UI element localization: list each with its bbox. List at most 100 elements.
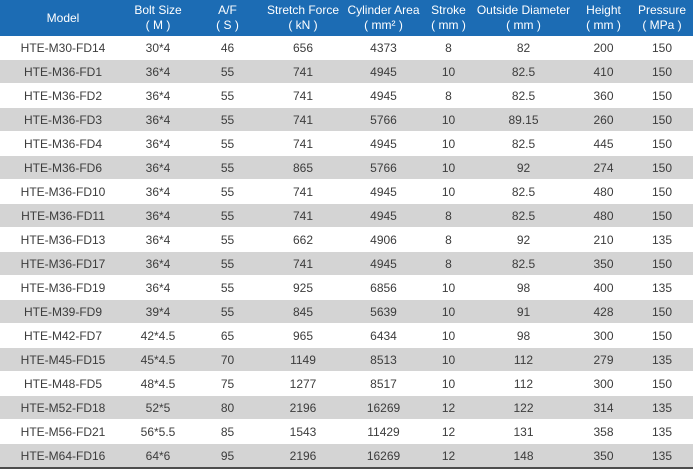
cell-af: 55 — [190, 83, 265, 108]
column-unit: ( MPa ) — [642, 18, 682, 32]
cell-pressure: 135 — [631, 419, 693, 444]
cell-cylinder_area: 4945 — [341, 179, 426, 204]
cell-bolt_size: 36*4 — [126, 131, 190, 156]
cell-bolt_size: 56*5.5 — [126, 419, 190, 444]
cell-pressure: 150 — [631, 203, 693, 228]
cell-model: HTE-M36-FD4 — [0, 131, 126, 156]
cell-outside_diameter: 91 — [471, 299, 576, 324]
cell-stretch_force: 1543 — [265, 419, 341, 444]
cell-cylinder_area: 8513 — [341, 347, 426, 372]
column-label: Cylinder Area — [347, 3, 420, 17]
cell-af: 55 — [190, 59, 265, 84]
cell-af: 55 — [190, 107, 265, 132]
cell-af: 55 — [190, 131, 265, 156]
cell-stretch_force: 741 — [265, 251, 341, 276]
table-row: HTE-M36-FD2 36*4 55 741 4945 8 82.5 360 150 — [0, 83, 693, 108]
cell-bolt_size: 36*4 — [126, 203, 190, 228]
column-header-pressure: Pressure( MPa ) — [631, 0, 693, 36]
cell-bolt_size: 42*4.5 — [126, 323, 190, 348]
cell-outside_diameter: 112 — [471, 371, 576, 396]
cell-stroke: 10 — [426, 59, 471, 84]
cell-pressure: 150 — [631, 179, 693, 204]
cell-height: 210 — [576, 227, 631, 252]
cell-pressure: 135 — [631, 227, 693, 252]
cell-stroke: 8 — [426, 36, 471, 60]
table-row: HTE-M36-FD13 36*4 55 662 4906 8 92 210 135 — [0, 227, 693, 252]
cell-outside_diameter: 131 — [471, 419, 576, 444]
cell-pressure: 150 — [631, 36, 693, 60]
cell-stretch_force: 1277 — [265, 371, 341, 396]
cell-bolt_size: 36*4 — [126, 59, 190, 84]
cell-cylinder_area: 5639 — [341, 299, 426, 324]
cell-cylinder_area: 16269 — [341, 395, 426, 420]
cell-bolt_size: 45*4.5 — [126, 347, 190, 372]
cell-height: 279 — [576, 347, 631, 372]
cell-model: HTE-M48-FD5 — [0, 371, 126, 396]
cell-stroke: 10 — [426, 299, 471, 324]
table-row: HTE-M56-FD21 56*5.5 85 1543 11429 12 131 358 135 — [0, 419, 693, 444]
cell-cylinder_area: 4373 — [341, 36, 426, 60]
cell-bolt_size: 36*4 — [126, 275, 190, 300]
cell-model: HTE-M36-FD2 — [0, 83, 126, 108]
table-row: HTE-M36-FD11 36*4 55 741 4945 8 82.5 480 150 — [0, 203, 693, 228]
cell-model: HTE-M56-FD21 — [0, 419, 126, 444]
cell-model: HTE-M30-FD14 — [0, 36, 126, 60]
cell-cylinder_area: 16269 — [341, 443, 426, 469]
cell-pressure: 150 — [631, 83, 693, 108]
cell-bolt_size: 36*4 — [126, 155, 190, 180]
column-header-bolt_size: Bolt Size( M ) — [126, 0, 190, 36]
cell-model: HTE-M39-FD9 — [0, 299, 126, 324]
cell-outside_diameter: 98 — [471, 275, 576, 300]
cell-bolt_size: 36*4 — [126, 83, 190, 108]
cell-height: 300 — [576, 323, 631, 348]
cell-height: 314 — [576, 395, 631, 420]
cell-cylinder_area: 6434 — [341, 323, 426, 348]
cell-model: HTE-M36-FD13 — [0, 227, 126, 252]
cell-stretch_force: 741 — [265, 131, 341, 156]
cell-height: 300 — [576, 371, 631, 396]
column-header-outside_diameter: Outside Diameter( mm ) — [471, 0, 576, 36]
cell-height: 428 — [576, 299, 631, 324]
cell-outside_diameter: 82.5 — [471, 179, 576, 204]
cell-stretch_force: 741 — [265, 179, 341, 204]
table-row: HTE-M36-FD10 36*4 55 741 4945 10 82.5 480 150 — [0, 179, 693, 204]
cell-stroke: 10 — [426, 155, 471, 180]
cell-stroke: 10 — [426, 131, 471, 156]
cell-stroke: 10 — [426, 323, 471, 348]
column-unit: ( mm² ) — [364, 18, 403, 32]
cell-stretch_force: 845 — [265, 299, 341, 324]
cell-stretch_force: 741 — [265, 107, 341, 132]
cell-pressure: 150 — [631, 299, 693, 324]
column-header-stroke: Stroke( mm ) — [426, 0, 471, 36]
cell-pressure: 135 — [631, 443, 693, 469]
cell-model: HTE-M36-FD3 — [0, 107, 126, 132]
cell-af: 95 — [190, 443, 265, 469]
cell-af: 70 — [190, 347, 265, 372]
cell-outside_diameter: 92 — [471, 227, 576, 252]
table-row: HTE-M48-FD5 48*4.5 75 1277 8517 10 112 300 150 — [0, 371, 693, 396]
cell-outside_diameter: 98 — [471, 323, 576, 348]
cell-stroke: 10 — [426, 107, 471, 132]
cell-bolt_size: 39*4 — [126, 299, 190, 324]
cell-stroke: 8 — [426, 203, 471, 228]
cell-stretch_force: 741 — [265, 59, 341, 84]
column-label: Pressure — [637, 3, 687, 17]
cell-af: 55 — [190, 155, 265, 180]
table-row: HTE-M36-FD3 36*4 55 741 5766 10 89.15 260 150 — [0, 107, 693, 132]
cell-model: HTE-M45-FD15 — [0, 347, 126, 372]
cell-pressure: 150 — [631, 251, 693, 276]
cell-stretch_force: 662 — [265, 227, 341, 252]
cell-cylinder_area: 6856 — [341, 275, 426, 300]
table-row: HTE-M42-FD7 42*4.5 65 965 6434 10 98 300 150 — [0, 323, 693, 348]
cell-cylinder_area: 4945 — [341, 59, 426, 84]
cell-bolt_size: 30*4 — [126, 36, 190, 60]
column-unit: ( kN ) — [288, 18, 318, 32]
cell-outside_diameter: 92 — [471, 155, 576, 180]
cell-height: 480 — [576, 203, 631, 228]
cell-stroke: 8 — [426, 83, 471, 108]
table-header-row: Model Bolt Size( M ) A/F( S ) Stretch Force… — [0, 0, 693, 36]
cell-stretch_force: 1149 — [265, 347, 341, 372]
cell-stroke: 10 — [426, 179, 471, 204]
cell-model: HTE-M36-FD17 — [0, 251, 126, 276]
cell-pressure: 150 — [631, 107, 693, 132]
